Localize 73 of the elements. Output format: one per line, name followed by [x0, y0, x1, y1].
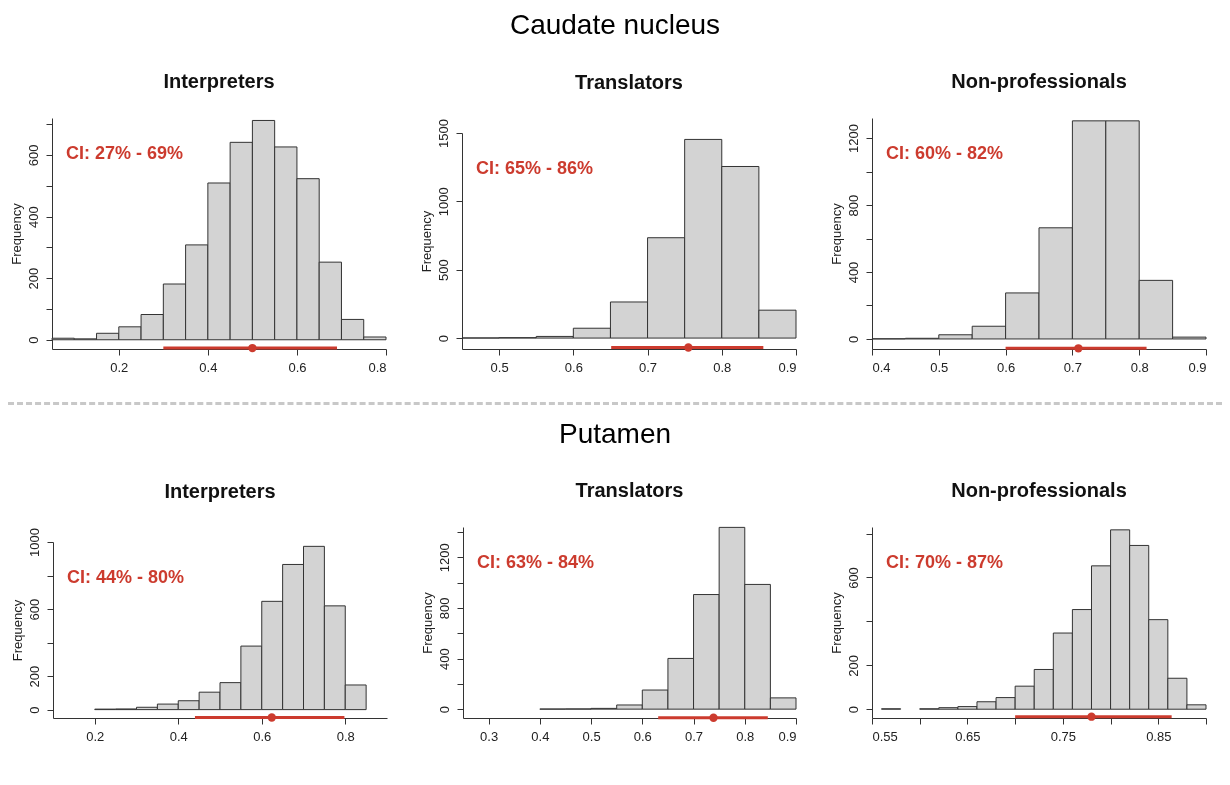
x-tick-label: 0.9 [778, 359, 797, 375]
x-tick-label: 0.8 [336, 728, 355, 744]
x-tick-label: 0.7 [639, 359, 658, 375]
chart-title: Translators [575, 478, 684, 501]
y-tick-label: 0 [845, 706, 861, 714]
x-tick-label: 0.8 [368, 359, 387, 375]
x-tick-label: 0.2 [86, 728, 105, 744]
y-tick-label: 600 [25, 144, 41, 167]
y-axis-title: Frequency [828, 591, 844, 654]
x-tick-label: 0.4 [199, 359, 218, 375]
x-tick-label: 0.6 [997, 359, 1016, 375]
y-axis-title: Frequency [419, 591, 435, 654]
chart-title: Translators [575, 70, 683, 93]
y-tick-label: 1000 [435, 187, 451, 217]
annotation: CI: 27% - 69% [66, 143, 184, 163]
annotation: CI: 44% - 80% [67, 567, 185, 587]
y-tick-label: 0 [436, 706, 452, 714]
y-tick-label: 600 [845, 567, 861, 589]
annotation: CI: 65% - 86% [476, 158, 594, 178]
y-tick-label: 1000 [26, 528, 42, 557]
x-tick-label: 0.7 [1063, 359, 1082, 375]
y-axis-title: Frequency [828, 202, 844, 265]
chart-title: Non-professionals [951, 479, 1127, 501]
y-tick-label: 200 [26, 665, 42, 688]
y-tick-label: 1200 [436, 543, 452, 573]
x-tick-label: 0.55 [872, 728, 898, 744]
x-tick-label: 0.6 [288, 359, 307, 375]
annotation: CI: 70% - 87% [886, 552, 1004, 572]
y-axis-title: Frequency [8, 202, 24, 265]
x-tick-label: 0.6 [633, 728, 652, 744]
annotation: CI: 60% - 82% [886, 143, 1004, 163]
x-tick-label: 0.6 [564, 359, 583, 375]
x-tick-label: 0.2 [110, 359, 129, 375]
y-tick-label: 1500 [435, 119, 451, 148]
text: Putamen [557, 417, 673, 451]
x-tick-label: 0.8 [1130, 359, 1149, 375]
x-tick-label: 0.4 [872, 359, 891, 375]
x-tick-label: 0.7 [685, 728, 704, 744]
y-tick-label: 600 [26, 598, 42, 621]
x-tick-label: 0.4 [531, 728, 550, 744]
y-tick-label: 800 [845, 194, 861, 217]
y-tick-label: 0 [845, 335, 861, 344]
x-tick-label: 0.5 [930, 359, 949, 375]
chart-title: Interpreters [163, 70, 275, 92]
y-axis-title: Frequency [418, 210, 434, 273]
annotation: CI: 63% - 84% [477, 552, 595, 572]
chart-title: Interpreters [164, 479, 276, 502]
x-tick-label: 0.75 [1050, 728, 1077, 744]
x-tick-label: 0.5 [490, 359, 509, 375]
y-tick-label: 800 [436, 597, 452, 620]
x-tick-label: 0.8 [713, 359, 732, 375]
x-tick-label: 0.3 [480, 728, 499, 744]
x-tick-label: 0.4 [169, 728, 188, 744]
y-tick-label: 400 [845, 261, 861, 284]
y-tick-label: 200 [845, 654, 861, 677]
x-tick-label: 0.85 [1146, 728, 1172, 744]
y-axis-title: Frequency [9, 599, 25, 662]
x-tick-label: 0.6 [253, 728, 272, 744]
x-tick-label: 0.65 [955, 728, 981, 744]
y-tick-label: 0 [25, 336, 41, 344]
y-tick-label: 400 [25, 206, 41, 228]
text: Caudate nucleus [508, 8, 722, 42]
y-tick-label: 0 [26, 706, 42, 714]
y-tick-label: 200 [25, 267, 41, 290]
y-tick-label: 400 [436, 648, 452, 670]
x-tick-label: 0.9 [1188, 359, 1207, 375]
y-tick-label: 1200 [845, 124, 861, 154]
x-tick-label: 0.8 [736, 728, 755, 744]
x-tick-label: 0.9 [778, 728, 797, 744]
y-tick-label: 500 [435, 259, 451, 282]
chart-title: Non-professionals [951, 70, 1127, 92]
x-tick-label: 0.5 [582, 728, 601, 744]
y-tick-label: 0 [435, 334, 451, 343]
